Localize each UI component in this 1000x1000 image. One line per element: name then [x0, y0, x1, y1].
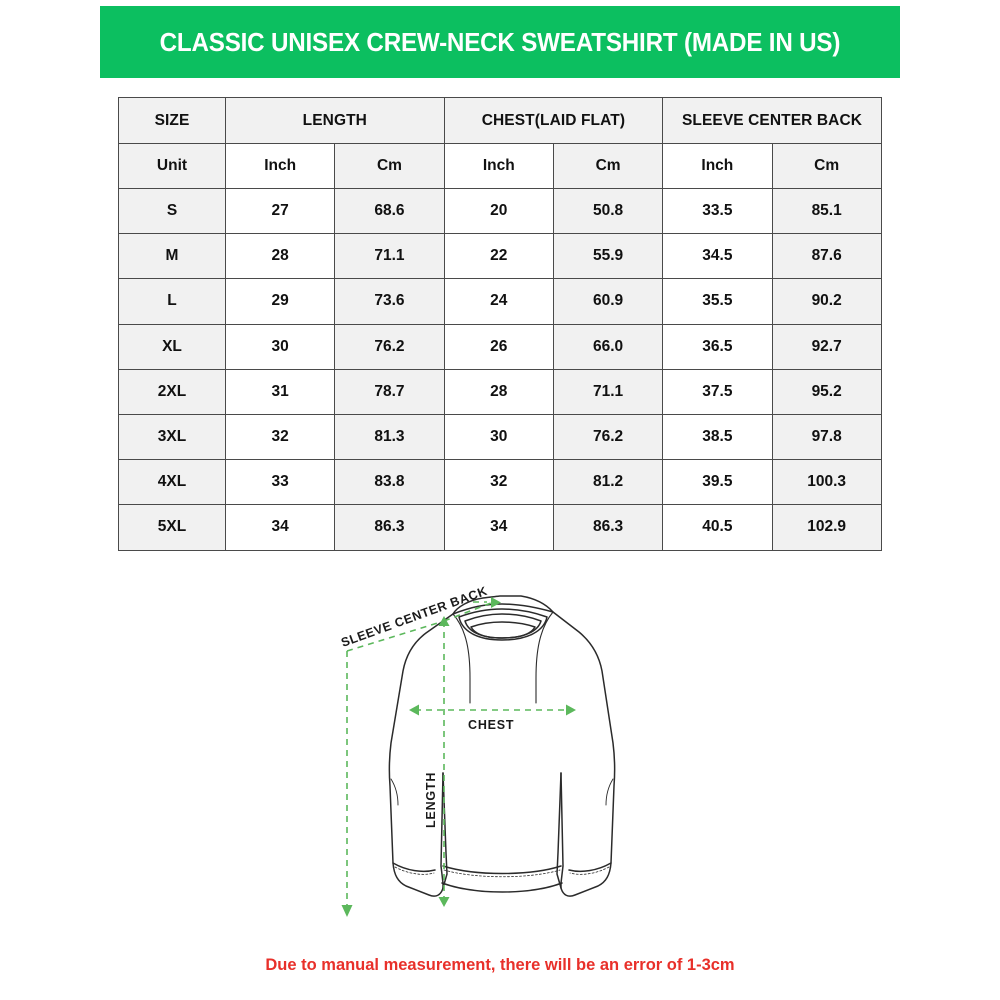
- cell-sleeve-cm: 102.9: [771, 504, 882, 551]
- cell-sleeve-inch: 38.5: [662, 413, 773, 461]
- cell-sleeve-inch: 33.5: [662, 187, 773, 235]
- table-unit-row: Unit Inch Cm Inch Cm Inch Cm: [118, 143, 882, 189]
- cell-length-cm: 81.3: [334, 413, 445, 461]
- table-row: 3XL 32 81.3 30 76.2 38.5 97.8: [118, 413, 882, 461]
- cell-size: 5XL: [118, 504, 226, 551]
- cell-chest-inch: 28: [443, 368, 554, 415]
- size-chart-table: SIZE LENGTH CHEST(LAID FLAT) SLEEVE CENT…: [118, 97, 882, 551]
- unit-chest-cm: Cm: [552, 143, 664, 189]
- label-chest: CHEST: [468, 718, 514, 732]
- table-group-header-row: SIZE LENGTH CHEST(LAID FLAT) SLEEVE CENT…: [118, 97, 882, 144]
- cell-length-cm: 83.8: [334, 459, 445, 506]
- header-banner: CLASSIC UNISEX CREW-NECK SWEATSHIRT (MAD…: [100, 6, 900, 78]
- unit-chest-inch: Inch: [443, 143, 554, 189]
- cell-chest-cm: 50.8: [552, 187, 664, 235]
- cell-sleeve-cm: 90.2: [771, 278, 882, 325]
- cell-length-cm: 73.6: [334, 278, 445, 325]
- cell-chest-cm: 76.2: [552, 413, 664, 461]
- cell-sleeve-inch: 34.5: [662, 233, 773, 280]
- cell-size: S: [118, 187, 226, 235]
- cell-length-inch: 34: [224, 504, 336, 551]
- label-length: LENGTH: [424, 772, 438, 828]
- cell-size: M: [118, 233, 226, 280]
- length-top-arrowhead: [438, 616, 450, 626]
- cell-chest-cm: 81.2: [552, 459, 664, 506]
- cell-chest-inch: 34: [443, 504, 554, 551]
- cell-length-cm: 71.1: [334, 233, 445, 280]
- cell-chest-inch: 26: [443, 323, 554, 370]
- group-header-chest: CHEST(LAID FLAT): [443, 97, 664, 144]
- sleeve-upper-diagonal: [346, 620, 445, 652]
- cell-size: 2XL: [118, 368, 226, 415]
- sweatshirt-outline-icon: [388, 595, 616, 897]
- cell-chest-cm: 86.3: [552, 504, 664, 551]
- cell-size: 3XL: [118, 413, 226, 461]
- sleeve-diagonal-line: [443, 602, 492, 622]
- table-row: L 29 73.6 24 60.9 35.5 90.2: [118, 278, 882, 325]
- label-sleeve-center-back: SLEEVE CENTER BACK: [339, 584, 489, 650]
- table-body: S 27 68.6 20 50.8 33.5 85.1 M 28 71.1 22…: [118, 187, 882, 551]
- measurement-disclaimer: Due to manual measurement, there will be…: [265, 955, 735, 974]
- cell-length-inch: 29: [224, 278, 336, 325]
- measurement-arrowheads: [341, 597, 576, 917]
- cell-length-cm: 78.7: [334, 368, 445, 415]
- table-row: 4XL 33 83.8 32 81.2 39.5 100.3: [118, 459, 882, 506]
- cell-length-inch: 30: [224, 323, 336, 370]
- unit-sleeve-inch: Inch: [662, 143, 773, 189]
- cell-sleeve-cm: 95.2: [771, 368, 882, 415]
- cell-sleeve-inch: 39.5: [662, 459, 773, 506]
- cell-chest-inch: 32: [443, 459, 554, 506]
- measurement-lines: [346, 601, 570, 909]
- page-title: CLASSIC UNISEX CREW-NECK SWEATSHIRT (MAD…: [159, 26, 841, 57]
- cell-length-inch: 27: [224, 187, 336, 235]
- unit-length-inch: Inch: [224, 143, 336, 189]
- unit-label: Unit: [118, 143, 226, 189]
- sleeve-top-arrowhead: [491, 597, 501, 608]
- group-header-sleeve: SLEEVE CENTER BACK: [662, 97, 882, 144]
- cell-chest-cm: 55.9: [552, 233, 664, 280]
- cell-sleeve-cm: 97.8: [771, 413, 882, 461]
- cell-sleeve-cm: 100.3: [771, 459, 882, 506]
- group-header-length: LENGTH: [225, 97, 445, 144]
- table-row: XL 30 76.2 26 66.0 36.5 92.7: [118, 323, 882, 370]
- cell-sleeve-inch: 36.5: [662, 323, 773, 370]
- table-row: 2XL 31 78.7 28 71.1 37.5 95.2: [118, 368, 882, 415]
- cell-length-cm: 76.2: [334, 323, 445, 370]
- unit-length-cm: Cm: [334, 143, 445, 189]
- cell-chest-inch: 30: [443, 413, 554, 461]
- cell-length-inch: 33: [224, 459, 336, 506]
- cell-chest-inch: 22: [443, 233, 554, 280]
- table-row: 5XL 34 86.3 34 86.3 40.5 102.9: [118, 504, 882, 551]
- cell-length-cm: 68.6: [334, 187, 445, 235]
- cell-size: L: [118, 278, 226, 325]
- cell-length-inch: 31: [224, 368, 336, 415]
- chest-right-arrowhead: [566, 704, 576, 716]
- length-bottom-arrowhead: [438, 897, 450, 907]
- garment-measurement-diagram: SLEEVE CENTER BACK CHEST LENGTH: [325, 583, 675, 928]
- cell-size: XL: [118, 323, 226, 370]
- cell-chest-cm: 71.1: [552, 368, 664, 415]
- table-row: S 27 68.6 20 50.8 33.5 85.1: [118, 187, 882, 235]
- chest-left-arrowhead: [409, 704, 419, 716]
- cell-chest-inch: 24: [443, 278, 554, 325]
- sleeve-bottom-arrowhead: [341, 905, 353, 917]
- cell-sleeve-inch: 37.5: [662, 368, 773, 415]
- group-header-size: SIZE: [118, 97, 226, 144]
- cell-sleeve-cm: 85.1: [771, 187, 882, 235]
- cell-length-inch: 28: [224, 233, 336, 280]
- cell-sleeve-inch: 40.5: [662, 504, 773, 551]
- cell-length-cm: 86.3: [334, 504, 445, 551]
- cell-length-inch: 32: [224, 413, 336, 461]
- cell-chest-cm: 60.9: [552, 278, 664, 325]
- table-row: M 28 71.1 22 55.9 34.5 87.6: [118, 233, 882, 280]
- cell-sleeve-cm: 92.7: [771, 323, 882, 370]
- cell-sleeve-inch: 35.5: [662, 278, 773, 325]
- cell-sleeve-cm: 87.6: [771, 233, 882, 280]
- unit-sleeve-cm: Cm: [771, 143, 882, 189]
- cell-size: 4XL: [118, 459, 226, 506]
- cell-chest-inch: 20: [443, 187, 554, 235]
- cell-chest-cm: 66.0: [552, 323, 664, 370]
